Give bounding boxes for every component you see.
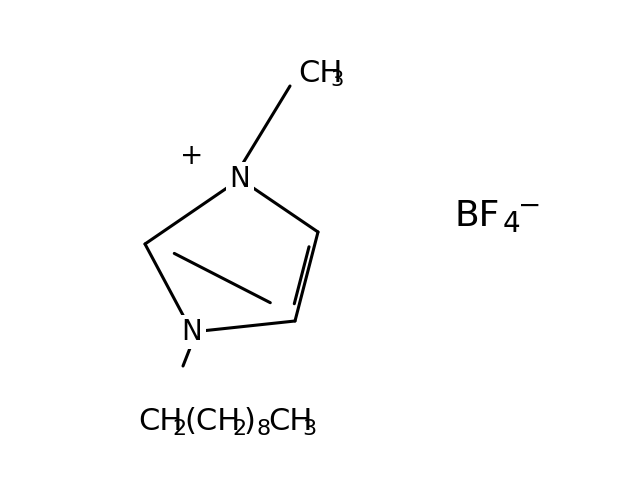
Text: 4: 4 (503, 210, 520, 238)
Text: 2: 2 (232, 419, 246, 439)
Text: N: N (182, 318, 202, 346)
Text: BF: BF (455, 199, 500, 233)
Text: ): ) (244, 408, 256, 437)
Text: 3: 3 (302, 419, 316, 439)
Text: +: + (180, 142, 204, 170)
Text: CH: CH (138, 408, 182, 437)
Text: CH: CH (268, 408, 312, 437)
Text: CH: CH (298, 59, 342, 88)
Text: −: − (518, 192, 541, 220)
Text: 2: 2 (172, 419, 186, 439)
Text: 3: 3 (330, 70, 343, 90)
Text: N: N (230, 165, 250, 193)
Text: (CH: (CH (184, 408, 240, 437)
Text: 8: 8 (256, 419, 270, 439)
